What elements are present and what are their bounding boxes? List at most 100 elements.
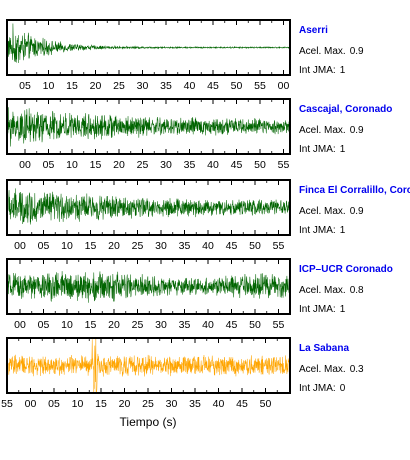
tick-label: 25	[132, 319, 144, 331]
tick-label: 20	[108, 319, 120, 331]
jma-intensity-label: Int JMA:	[299, 144, 336, 155]
station-name: ICP–UCR Coronado	[299, 264, 393, 275]
panel-3: 00 05 10 15 20 25 30 35 40 45 50 55 Finca El Corrali…	[6, 179, 410, 252]
station-name: La Sabana	[299, 343, 349, 354]
station-name: Aserri	[299, 25, 328, 36]
waveform-trace	[7, 188, 290, 225]
accel-max-text: Acel. Max. 0.3	[299, 364, 364, 375]
waveform-trace	[7, 271, 290, 303]
tick-label: 40	[213, 398, 225, 410]
waveform-trace	[7, 107, 290, 147]
x-axis-title: Tiempo (s)	[120, 415, 177, 429]
tick-label: 50	[249, 319, 261, 331]
accel-max-value: 0.9	[350, 46, 364, 57]
accel-max-text: Acel. Max. 0.8	[299, 285, 364, 296]
tick-label: 35	[179, 240, 191, 252]
tick-label: 45	[226, 240, 238, 252]
tick-label: 55	[273, 240, 285, 252]
tick-label: 00	[14, 240, 26, 252]
tick-label: 20	[108, 240, 120, 252]
tick-label: 20	[119, 398, 131, 410]
jma-intensity-value: 1	[340, 144, 346, 155]
tick-label: 35	[179, 319, 191, 331]
tick-label: 10	[61, 240, 73, 252]
tick-label: 40	[202, 240, 214, 252]
tick-label: 35	[160, 80, 172, 92]
tick-label: 25	[142, 398, 154, 410]
panel-1: 05 10 15 20 25 30 35 40 45 50 55 00 Aserri Acel. Max.…	[6, 19, 364, 92]
panel-4: 00 05 10 15 20 25 30 35 40 45 50 55 ICP–UCR Coronado…	[6, 258, 393, 331]
jma-intensity-text: Int JMA: 1	[299, 144, 346, 155]
waveform-trace	[7, 23, 290, 63]
accel-max-value: 0.9	[350, 125, 364, 136]
tick-label: 30	[137, 80, 149, 92]
tick-label: 50	[260, 398, 272, 410]
tick-label: 00	[25, 398, 37, 410]
tick-label: 35	[189, 398, 201, 410]
accel-max-label: Acel. Max.	[299, 285, 346, 296]
jma-intensity-label: Int JMA:	[299, 65, 336, 76]
tick-label: 45	[207, 80, 219, 92]
plot-frame	[6, 98, 291, 155]
tick-label: 05	[19, 80, 31, 92]
jma-intensity-text: Int JMA: 1	[299, 225, 346, 236]
tick-label: 10	[43, 80, 55, 92]
tick-label: 15	[90, 159, 102, 171]
tick-label: 50	[254, 159, 266, 171]
tick-label: 05	[38, 240, 50, 252]
station-name: Finca El Corralillo, Corc	[299, 185, 410, 196]
tick-label: 55	[1, 398, 13, 410]
tick-label: 35	[184, 159, 196, 171]
tick-label: 00	[278, 80, 290, 92]
jma-intensity-label: Int JMA:	[299, 304, 336, 315]
tick-label: 45	[231, 159, 243, 171]
accel-max-value: 0.9	[350, 206, 364, 217]
accel-max-label: Acel. Max.	[299, 206, 346, 217]
tick-label: 40	[207, 159, 219, 171]
tick-label: 40	[202, 319, 214, 331]
accel-max-value: 0.3	[350, 364, 364, 375]
tick-label: 25	[132, 240, 144, 252]
tick-label: 30	[155, 319, 167, 331]
tick-label: 20	[90, 80, 102, 92]
tick-label: 25	[113, 80, 125, 92]
jma-intensity-label: Int JMA:	[299, 383, 336, 394]
tick-label: 25	[137, 159, 149, 171]
accel-max-text: Acel. Max. 0.9	[299, 206, 364, 217]
waveform-trace	[7, 338, 290, 393]
accel-max-label: Acel. Max.	[299, 125, 346, 136]
jma-intensity-text: Int JMA: 1	[299, 65, 346, 76]
plot-frame	[6, 19, 291, 76]
tick-label: 00	[19, 159, 31, 171]
accel-max-label: Acel. Max.	[299, 364, 346, 375]
panel-5: 55 00 05 10 15 20 25 30 35 40 45 50 La Sabana Acel. M…	[1, 337, 364, 410]
tick-label: 15	[95, 398, 107, 410]
jma-intensity-value: 1	[340, 65, 346, 76]
jma-intensity-value: 0	[340, 383, 346, 394]
accel-max-label: Acel. Max.	[299, 46, 346, 57]
tick-label: 30	[166, 398, 178, 410]
jma-intensity-value: 1	[340, 225, 346, 236]
tick-label: 10	[72, 398, 84, 410]
tick-label: 05	[38, 319, 50, 331]
tick-label: 15	[85, 240, 97, 252]
tick-label: 20	[113, 159, 125, 171]
station-name: Cascajal, Coronado	[299, 104, 392, 115]
tick-label: 15	[66, 80, 78, 92]
tick-label: 45	[236, 398, 248, 410]
tick-label: 05	[48, 398, 60, 410]
accel-max-text: Acel. Max. 0.9	[299, 125, 364, 136]
tick-label: 50	[231, 80, 243, 92]
tick-label: 30	[160, 159, 172, 171]
jma-intensity-label: Int JMA:	[299, 225, 336, 236]
panel-2: 00 05 10 15 20 25 30 35 40 45 50 55 Cascajal, Corona…	[6, 98, 392, 171]
tick-label: 55	[278, 159, 290, 171]
plot-frame	[6, 258, 291, 315]
accel-max-value: 0.8	[350, 285, 364, 296]
jma-intensity-text: Int JMA: 1	[299, 304, 346, 315]
jma-intensity-value: 1	[340, 304, 346, 315]
tick-label: 30	[155, 240, 167, 252]
tick-label: 55	[273, 319, 285, 331]
